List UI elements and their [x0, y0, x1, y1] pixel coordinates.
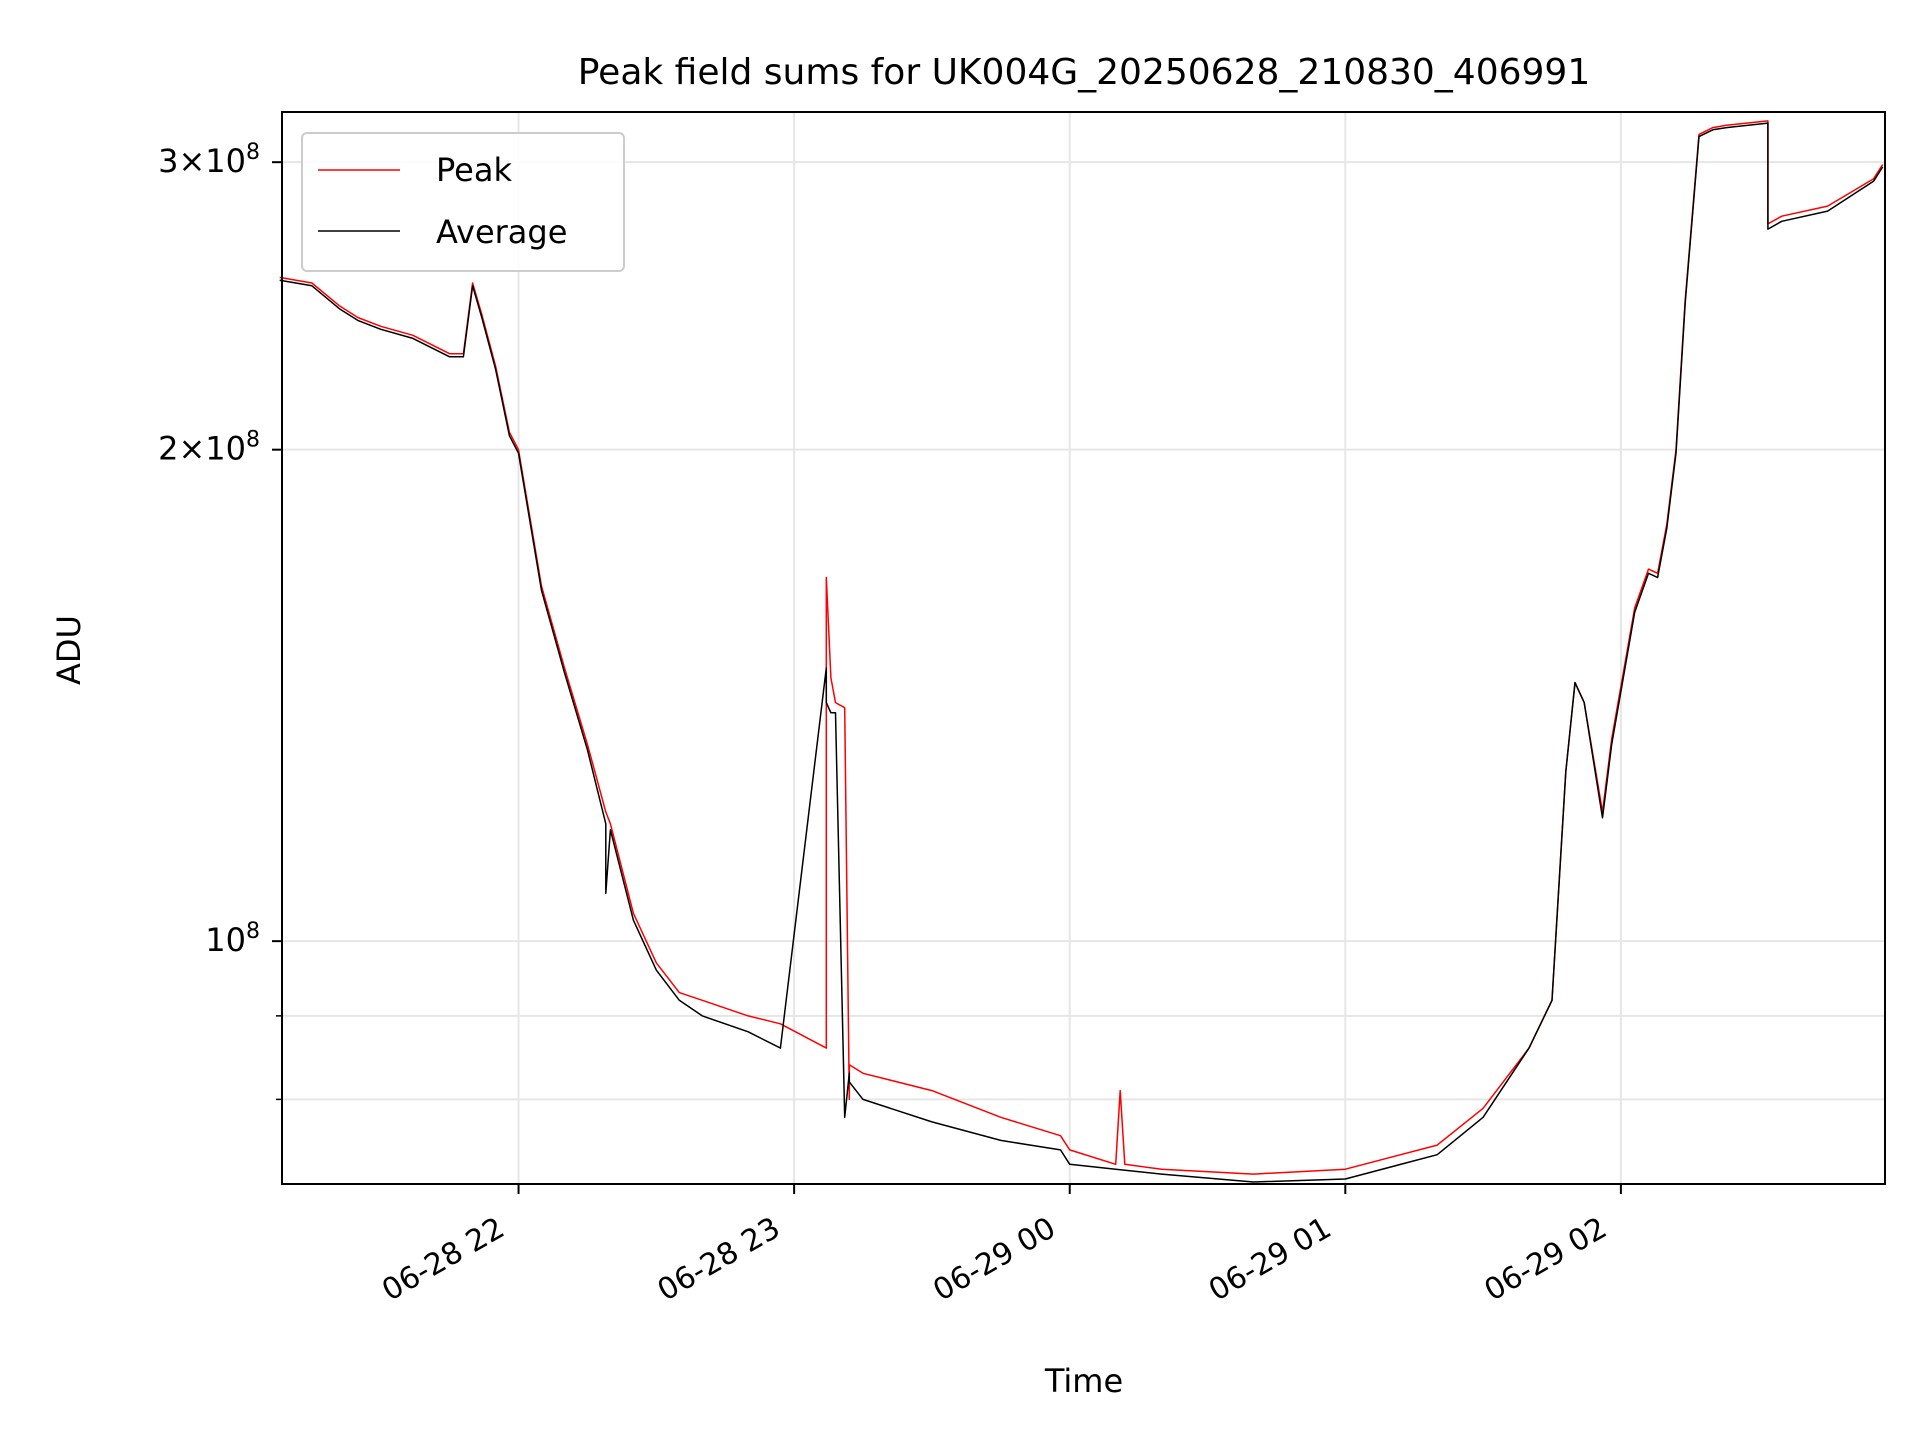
plot-frame — [281, 111, 1886, 1185]
y-axis: 108 2×108 3×108 — [158, 140, 282, 1101]
legend: Peak Average — [301, 132, 625, 272]
chart-title: Peak field sums for UK004G_20250628_2108… — [578, 52, 1590, 93]
legend-label-average: Average — [436, 213, 567, 251]
y-tick-label: 2×108 — [158, 428, 260, 468]
y-tick-label: 3×108 — [158, 140, 260, 180]
series-layer — [279, 120, 1884, 1183]
x-axis-label: Time — [1044, 1362, 1123, 1400]
legend-label-peak: Peak — [436, 151, 512, 189]
legend-box — [301, 132, 625, 272]
series-line-average — [279, 122, 1884, 1183]
y-tick-label: 108 — [205, 919, 260, 959]
y-axis-label: ADU — [50, 615, 88, 685]
grid — [282, 112, 1885, 1184]
